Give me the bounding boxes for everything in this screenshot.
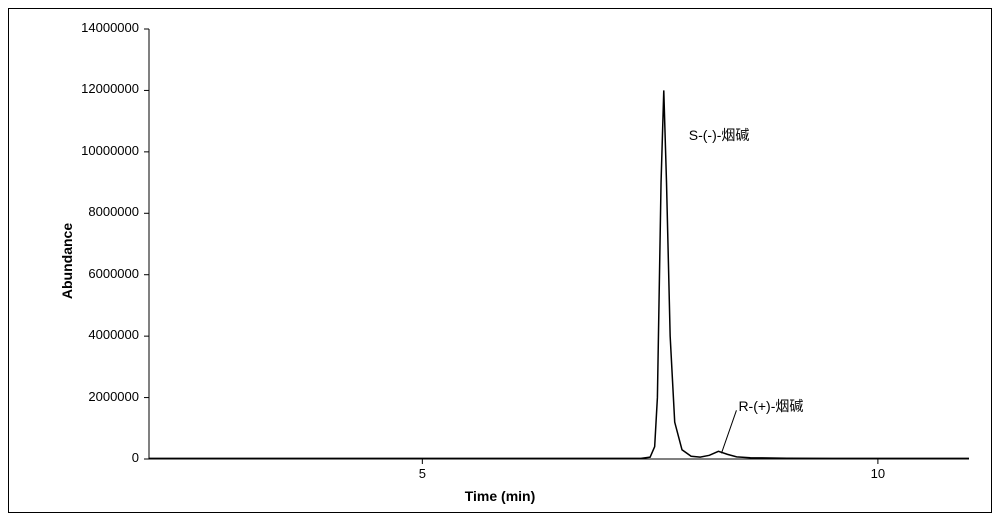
y-tick-label: 2000000: [69, 389, 139, 404]
y-tick-label: 12000000: [69, 81, 139, 96]
y-tick-label: 14000000: [69, 20, 139, 35]
y-tick-label: 0: [69, 450, 139, 465]
plot-area: Abundance Time (min) 0 2000000 4000000 6000…: [9, 9, 991, 512]
chart-frame: Abundance Time (min) 0 2000000 4000000 6000…: [8, 8, 992, 513]
y-tick-label: 4000000: [69, 327, 139, 342]
y-axis-label: Abundance: [59, 222, 75, 298]
x-axis-label: Time (min): [465, 488, 536, 504]
y-tick-label: 6000000: [69, 266, 139, 281]
y-tick-label: 8000000: [69, 204, 139, 219]
peak-label: S-(-)-烟碱: [689, 125, 750, 145]
x-tick-label: 5: [402, 466, 442, 481]
peak-label: R-(+)-烟碱: [738, 396, 803, 416]
y-tick-label: 10000000: [69, 143, 139, 158]
x-tick-label: 10: [858, 466, 898, 481]
chart-svg: [9, 9, 993, 514]
